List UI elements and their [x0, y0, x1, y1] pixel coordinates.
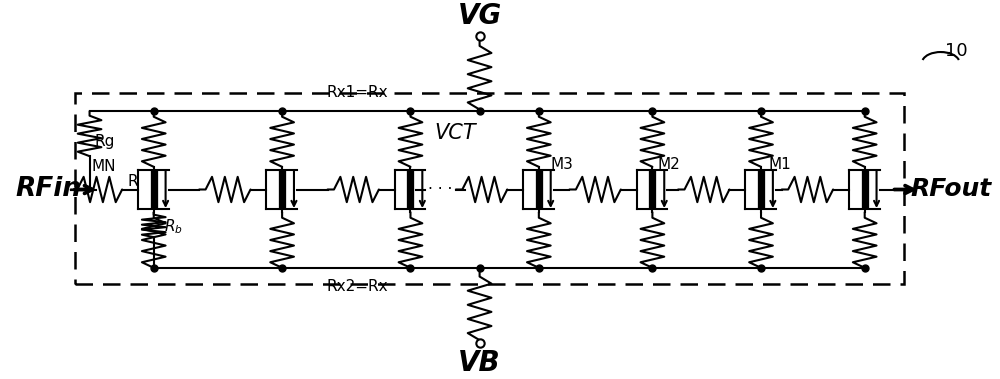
Text: VB: VB [458, 349, 501, 377]
Text: · · ·: · · · [428, 182, 453, 197]
Text: M2: M2 [657, 157, 680, 172]
Text: M1: M1 [769, 157, 792, 172]
Text: Rx2=Rx: Rx2=Rx [327, 279, 388, 294]
Text: Rx1=Rx: Rx1=Rx [327, 85, 388, 100]
Text: VCT: VCT [434, 123, 476, 143]
Text: $R_b$: $R_b$ [164, 217, 182, 235]
Bar [75, 93, 904, 285]
Text: RFin: RFin [15, 177, 81, 202]
Text: VG: VG [457, 2, 502, 30]
Text: RFout: RFout [910, 177, 991, 202]
Text: M3: M3 [551, 157, 574, 172]
Text: R: R [127, 174, 138, 189]
Text: 10: 10 [945, 42, 968, 60]
Text: MN: MN [92, 159, 116, 174]
Text: Rg: Rg [95, 134, 115, 149]
